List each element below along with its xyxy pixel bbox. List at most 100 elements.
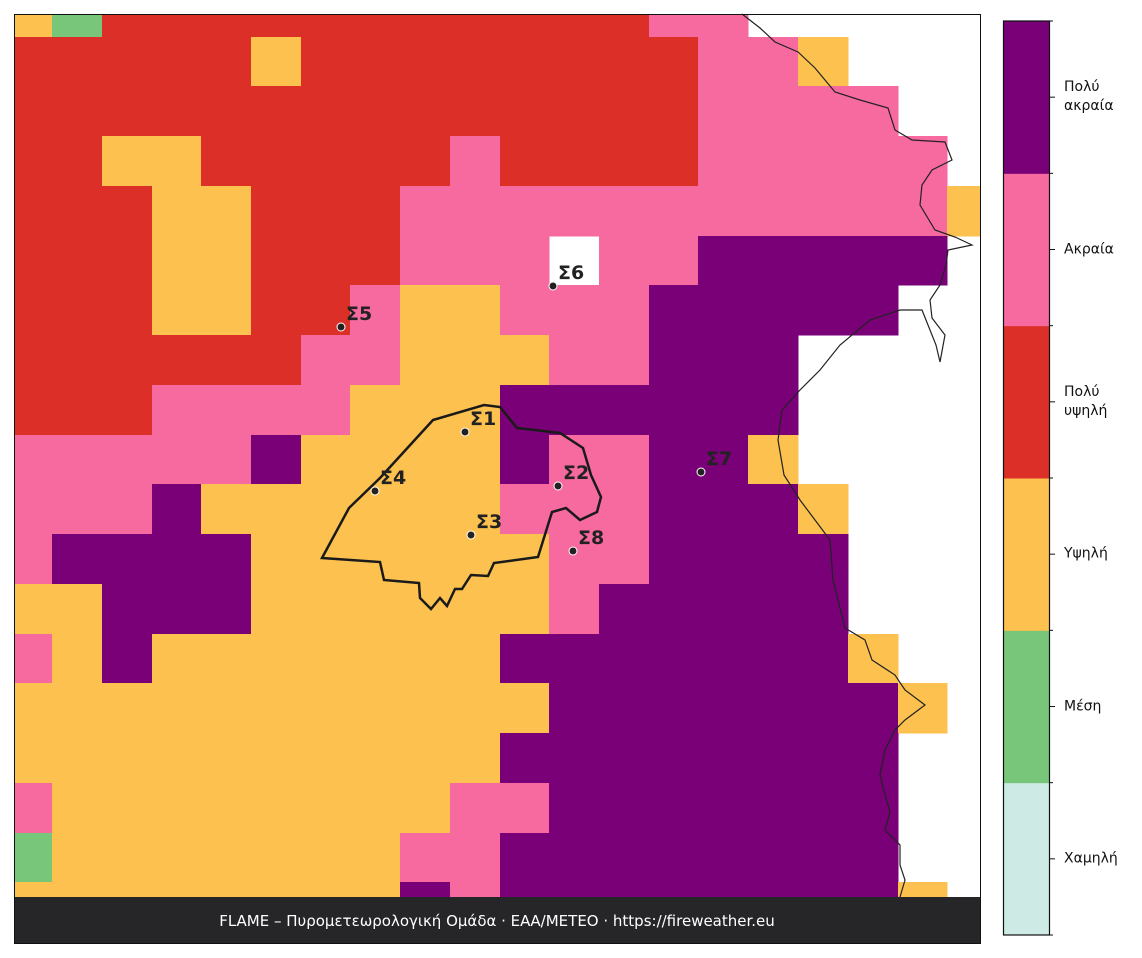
grid-cell — [798, 86, 849, 137]
grid-cell — [649, 435, 699, 485]
grid-cell — [350, 136, 401, 187]
grid-cell — [698, 86, 749, 137]
grid-cell — [549, 534, 600, 585]
grid-cell — [848, 833, 899, 883]
legend-label: Χαμηλή — [1064, 850, 1118, 867]
grid-cell — [450, 14, 501, 38]
grid-cell — [848, 733, 899, 784]
grid-cell — [500, 484, 550, 535]
grid-cell — [698, 385, 749, 436]
grid-cell — [599, 285, 650, 336]
grid-cell — [251, 236, 302, 286]
grid-cell — [52, 236, 103, 286]
grid-cell — [152, 86, 202, 137]
grid-cell — [400, 484, 451, 535]
grid-cell — [251, 733, 302, 784]
station-label: Σ2 — [563, 462, 589, 484]
grid-cell — [152, 285, 202, 336]
grid-cell — [549, 783, 600, 834]
grid-cell — [400, 783, 451, 834]
grid-cell — [450, 534, 501, 585]
legend-swatch — [1003, 782, 1049, 936]
grid-cell — [649, 484, 699, 535]
grid-cell — [798, 683, 849, 734]
grid-cell — [649, 733, 699, 784]
grid-cell — [350, 236, 401, 286]
grid-cell — [599, 634, 650, 684]
legend-label: Πολύ υψηλή — [1064, 383, 1108, 419]
grid-cell — [898, 882, 948, 898]
grid-cell — [649, 833, 699, 883]
grid-cell — [350, 186, 401, 237]
grid-cell — [400, 683, 451, 734]
grid-cell — [201, 136, 252, 187]
grid-cell — [649, 335, 699, 386]
grid-cell — [848, 236, 899, 286]
grid-cell — [102, 733, 153, 784]
grid-cell — [301, 335, 351, 386]
grid-cell — [102, 882, 153, 898]
grid-cell — [450, 882, 501, 898]
grid-cell — [649, 14, 699, 38]
grid-cell — [549, 86, 600, 137]
grid-cell — [898, 136, 948, 187]
grid-cell — [301, 435, 351, 485]
grid-cell — [798, 833, 849, 883]
grid-cell — [152, 833, 202, 883]
grid-cell — [52, 634, 103, 684]
grid-cell — [798, 37, 849, 87]
grid-cell — [748, 136, 799, 187]
grid-cell — [798, 882, 849, 898]
grid-cell — [15, 86, 53, 137]
station-dot — [553, 481, 563, 491]
grid-cell — [201, 833, 252, 883]
grid-cell — [748, 882, 799, 898]
grid-cell — [549, 584, 600, 635]
grid-cell — [201, 335, 252, 386]
grid-cell — [15, 37, 53, 87]
grid-cell — [52, 783, 103, 834]
grid-cell — [450, 833, 501, 883]
grid-cell — [152, 882, 202, 898]
grid-cell — [102, 285, 153, 336]
grid-cell — [450, 86, 501, 137]
grid-cell — [201, 236, 252, 286]
grid-cell — [301, 683, 351, 734]
grid-cell — [251, 833, 302, 883]
grid-cell — [649, 186, 699, 237]
grid-cell — [15, 534, 53, 585]
grid-cell — [301, 484, 351, 535]
grid-cell — [350, 833, 401, 883]
grid-cell — [549, 186, 600, 237]
grid-cell — [52, 136, 103, 187]
grid-cell — [400, 584, 451, 635]
grid-cell — [301, 783, 351, 834]
grid-cell — [599, 136, 650, 187]
grid-cell — [649, 86, 699, 137]
grid-cell — [450, 136, 501, 187]
grid-cell — [599, 335, 650, 386]
grid-cell — [599, 236, 650, 286]
grid-cell — [549, 833, 600, 883]
grid-cell — [748, 435, 799, 485]
grid-cell — [898, 236, 948, 286]
legend-swatch — [1003, 173, 1049, 327]
grid-cell — [500, 833, 550, 883]
grid-cell — [15, 783, 53, 834]
grid-cell — [350, 435, 401, 485]
grid-cell — [400, 733, 451, 784]
grid-cell — [599, 186, 650, 237]
grid-cell — [748, 833, 799, 883]
grid-cell — [201, 385, 252, 436]
station-label: Σ6 — [558, 262, 584, 284]
grid-cell — [698, 882, 749, 898]
grid-cell — [52, 584, 103, 635]
grid-cell — [848, 783, 899, 834]
grid-cell — [152, 683, 202, 734]
grid-cell — [599, 86, 650, 137]
grid-cell — [649, 783, 699, 834]
grid-cell — [400, 285, 451, 336]
grid-cell — [152, 534, 202, 585]
grid-cell — [698, 634, 749, 684]
